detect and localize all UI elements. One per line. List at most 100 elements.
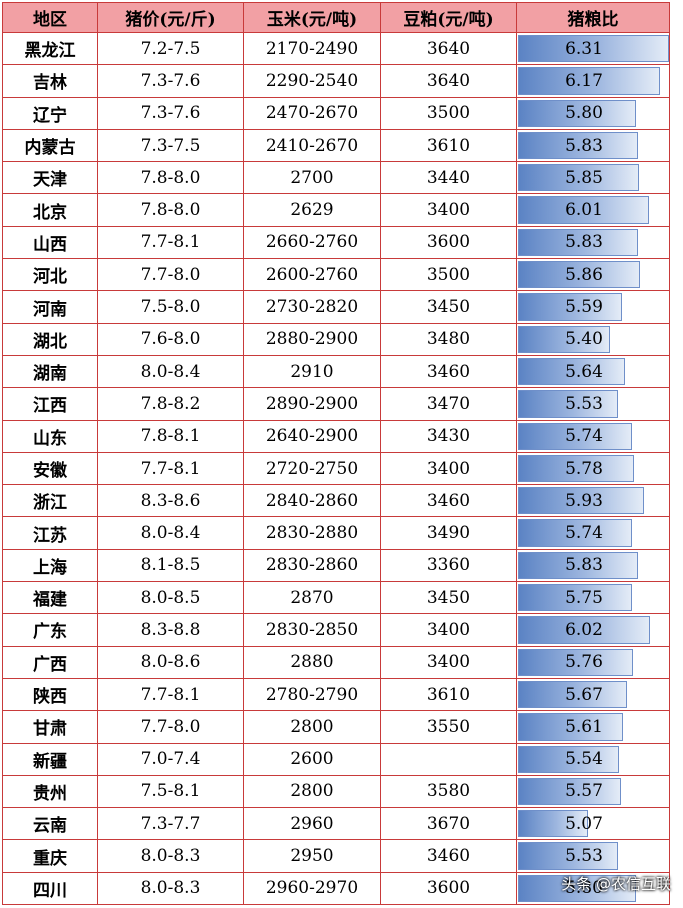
pig-price-cell: 7.3-7.5 (98, 129, 244, 163)
ratio-value: 5.53 (565, 846, 603, 867)
pig-price-cell: 8.0-8.4 (98, 355, 244, 389)
pig-price-cell: 8.0-8.5 (98, 582, 244, 615)
table-header: 地区 猪价(元/斤) 玉米(元/吨) 豆粕(元/吨) 猪粮比 (2, 2, 670, 33)
soymeal-price-cell: 3640 (381, 65, 517, 98)
table-row: 广西 8.0-8.6 2880 3400 5.76 (2, 646, 670, 679)
table-row: 福建 8.0-8.5 2870 3450 5.75 (2, 582, 670, 615)
soymeal-price-cell: 3440 (381, 162, 517, 195)
corn-price-cell: 2470-2670 (244, 97, 381, 130)
corn-price-cell: 2870 (244, 582, 381, 615)
region-cell: 浙江 (2, 485, 98, 518)
table-row: 天津 7.8-8.0 2700 3440 5.85 (2, 162, 670, 195)
ratio-bar (518, 422, 632, 450)
soymeal-price-cell: 3550 (381, 711, 517, 744)
table-row: 江西 7.8-8.2 2890-2900 3470 5.53 (2, 388, 670, 421)
ratio-value: 5.61 (565, 716, 603, 737)
ratio-bar (518, 680, 627, 709)
table-row: 广东 8.3-8.8 2830-2850 3400 6.02 (2, 614, 670, 647)
ratio-value: 5.57 (565, 781, 603, 802)
ratio-bar (518, 713, 623, 741)
soymeal-price-cell: 3610 (381, 129, 517, 163)
region-cell: 四川 (2, 872, 98, 906)
table-row: 四川 8.0-8.3 2960-2970 3600 5.80 (2, 872, 670, 906)
pig-price-cell: 7.7-8.1 (98, 678, 244, 712)
soymeal-price-cell: 3360 (381, 549, 517, 583)
corn-price-cell: 2780-2790 (244, 678, 381, 712)
corn-price-cell: 2960-2970 (244, 872, 381, 906)
ratio-bar (518, 325, 610, 353)
region-cell: 河南 (2, 291, 98, 324)
region-cell: 山东 (2, 420, 98, 453)
corn-price-cell: 2600 (244, 743, 381, 776)
soymeal-price-cell: 3400 (381, 646, 517, 679)
corn-price-cell: 2700 (244, 162, 381, 195)
corn-price-cell: 2629 (244, 194, 381, 227)
ratio-bar (518, 584, 632, 612)
ratio-bar (518, 777, 621, 806)
ratio-cell: 5.76 (517, 646, 670, 679)
table-row: 江苏 8.0-8.4 2830-2880 3490 5.74 (2, 517, 670, 550)
ratio-value: 6.01 (565, 200, 603, 221)
soymeal-price-cell: 3460 (381, 840, 517, 873)
ratio-value: 5.75 (565, 587, 603, 608)
ratio-cell: 5.53 (517, 388, 670, 421)
pig-price-cell: 7.0-7.4 (98, 743, 244, 776)
ratio-value: 5.07 (565, 813, 603, 834)
ratio-value: 6.02 (565, 619, 603, 640)
region-cell: 辽宁 (2, 97, 98, 130)
ratio-cell: 5.64 (517, 355, 670, 389)
soymeal-price-cell: 3640 (381, 33, 517, 66)
corn-price-cell: 2290-2540 (244, 65, 381, 98)
pig-price-cell: 7.8-8.0 (98, 162, 244, 195)
ratio-value: 5.74 (565, 523, 603, 544)
ratio-value: 5.83 (565, 555, 603, 576)
pig-price-cell: 8.3-8.6 (98, 485, 244, 518)
pig-price-cell: 8.3-8.8 (98, 614, 244, 647)
soymeal-price-cell: 3400 (381, 452, 517, 486)
region-cell: 上海 (2, 549, 98, 583)
pig-price-cell: 7.8-8.2 (98, 388, 244, 421)
corn-price-cell: 2600-2760 (244, 259, 381, 292)
corn-price-cell: 2800 (244, 711, 381, 744)
ratio-value: 5.53 (565, 393, 603, 414)
ratio-cell: 5.57 (517, 775, 670, 809)
ratio-bar (518, 67, 660, 95)
pig-price-cell: 8.0-8.3 (98, 872, 244, 906)
ratio-cell: 6.31 (517, 33, 670, 66)
ratio-bar (518, 196, 649, 224)
ratio-value: 5.54 (565, 749, 603, 770)
ratio-cell: 5.85 (517, 162, 670, 195)
table-row: 安徽 7.7-8.1 2720-2750 3400 5.78 (2, 452, 670, 486)
header-corn-price: 玉米(元/吨) (244, 2, 381, 33)
table-row: 河北 7.7-8.0 2600-2760 3500 5.86 (2, 259, 670, 292)
pig-price-cell: 7.8-8.0 (98, 194, 244, 227)
pig-price-cell: 8.0-8.6 (98, 646, 244, 679)
table-row: 浙江 8.3-8.6 2840-2860 3460 5.93 (2, 485, 670, 518)
ratio-value: 6.17 (565, 70, 603, 91)
ratio-bar (518, 35, 669, 63)
ratio-value: 5.80 (565, 878, 603, 899)
soymeal-price-cell: 3430 (381, 420, 517, 453)
header-soymeal-price: 豆粕(元/吨) (381, 2, 517, 33)
ratio-bar (518, 454, 634, 483)
table-row: 北京 7.8-8.0 2629 3400 6.01 (2, 194, 670, 227)
price-table: 地区 猪价(元/斤) 玉米(元/吨) 豆粕(元/吨) 猪粮比 黑龙江 7.2-7.… (2, 2, 670, 906)
ratio-value: 5.64 (565, 361, 603, 382)
corn-price-cell: 2730-2820 (244, 291, 381, 324)
table-row: 上海 8.1-8.5 2830-2860 3360 5.83 (2, 549, 670, 583)
ratio-bar (518, 810, 588, 838)
soymeal-price-cell: 3600 (381, 872, 517, 906)
ratio-bar (518, 261, 640, 289)
region-cell: 福建 (2, 582, 98, 615)
region-cell: 广东 (2, 614, 98, 647)
ratio-cell: 5.83 (517, 226, 670, 260)
soymeal-price-cell: 3500 (381, 97, 517, 130)
ratio-value: 5.67 (565, 684, 603, 705)
table-row: 河南 7.5-8.0 2730-2820 3450 5.59 (2, 291, 670, 324)
ratio-bar (518, 519, 632, 547)
ratio-cell: 5.61 (517, 711, 670, 744)
region-cell: 河北 (2, 259, 98, 292)
ratio-cell: 5.83 (517, 129, 670, 163)
region-cell: 江苏 (2, 517, 98, 550)
ratio-value: 5.83 (565, 135, 603, 156)
